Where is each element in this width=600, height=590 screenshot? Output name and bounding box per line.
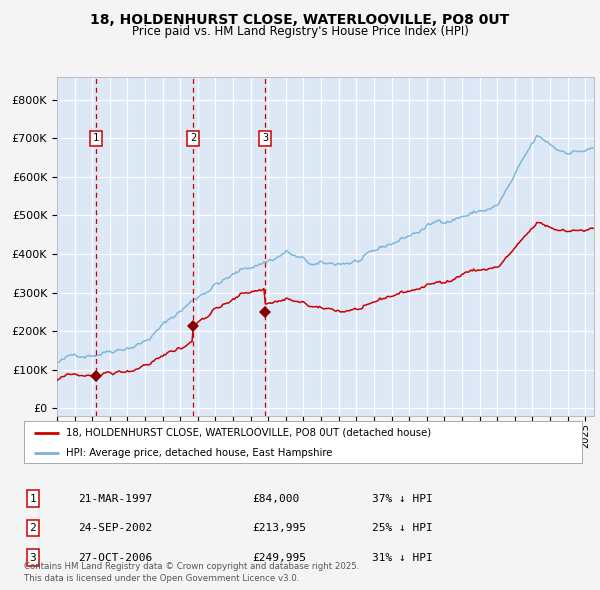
Text: 1: 1 bbox=[29, 494, 37, 503]
Text: HPI: Average price, detached house, East Hampshire: HPI: Average price, detached house, East… bbox=[66, 448, 332, 457]
Text: £84,000: £84,000 bbox=[252, 494, 299, 503]
Text: 21-MAR-1997: 21-MAR-1997 bbox=[78, 494, 152, 503]
Text: £213,995: £213,995 bbox=[252, 523, 306, 533]
Text: 37% ↓ HPI: 37% ↓ HPI bbox=[372, 494, 433, 503]
Text: 3: 3 bbox=[262, 133, 268, 143]
Text: 2: 2 bbox=[190, 133, 196, 143]
Text: 31% ↓ HPI: 31% ↓ HPI bbox=[372, 553, 433, 562]
Text: 2: 2 bbox=[29, 523, 37, 533]
Text: 25% ↓ HPI: 25% ↓ HPI bbox=[372, 523, 433, 533]
Text: 18, HOLDENHURST CLOSE, WATERLOOVILLE, PO8 0UT (detached house): 18, HOLDENHURST CLOSE, WATERLOOVILLE, PO… bbox=[66, 428, 431, 438]
Text: 18, HOLDENHURST CLOSE, WATERLOOVILLE, PO8 0UT: 18, HOLDENHURST CLOSE, WATERLOOVILLE, PO… bbox=[91, 13, 509, 27]
Text: £249,995: £249,995 bbox=[252, 553, 306, 562]
Text: 1: 1 bbox=[93, 133, 99, 143]
Text: Price paid vs. HM Land Registry's House Price Index (HPI): Price paid vs. HM Land Registry's House … bbox=[131, 25, 469, 38]
Text: Contains HM Land Registry data © Crown copyright and database right 2025.
This d: Contains HM Land Registry data © Crown c… bbox=[24, 562, 359, 583]
Text: 3: 3 bbox=[29, 553, 37, 562]
Text: 24-SEP-2002: 24-SEP-2002 bbox=[78, 523, 152, 533]
Text: 27-OCT-2006: 27-OCT-2006 bbox=[78, 553, 152, 562]
